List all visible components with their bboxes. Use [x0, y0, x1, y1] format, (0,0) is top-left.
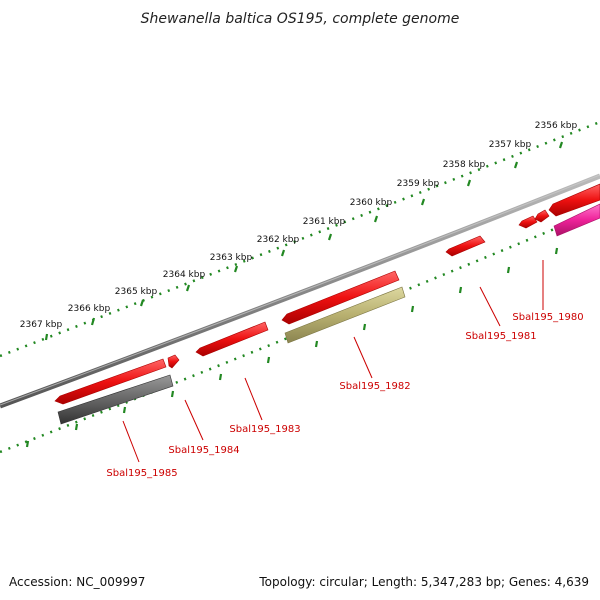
tick-label-2367: 2367 kbp — [20, 320, 63, 330]
gene-box-gray[interactable] — [57, 374, 174, 425]
tick-label-2364: 2364 kbp — [163, 270, 206, 280]
gene-label-sbal195-1981[interactable]: Sbal195_1981 — [465, 331, 536, 342]
gene-arrow-sbal195-1983[interactable] — [195, 321, 269, 357]
tick-label-2360: 2360 kbp — [350, 198, 393, 208]
tick-label-2362: 2362 kbp — [257, 235, 300, 245]
tick-label-2366: 2366 kbp — [68, 304, 111, 314]
gene-arrow-sbal195-1982[interactable] — [281, 270, 400, 325]
gene-label-sbal195-1980[interactable]: Sbal195_1980 — [512, 312, 583, 323]
gene-arrow-sbal195-1985[interactable] — [54, 358, 167, 405]
map-title: Shewanella baltica OS195, complete genom… — [141, 11, 460, 27]
tick-label-2359: 2359 kbp — [397, 179, 440, 189]
genome-summary-text: Topology: circular; Length: 5,347,283 bp… — [258, 575, 589, 589]
tick-label-2358: 2358 kbp — [443, 160, 486, 170]
gene-box-olive[interactable] — [284, 286, 406, 344]
gene-label-sbal195-1984[interactable]: Sbal195_1984 — [168, 445, 239, 456]
gene-arrow-small-1[interactable] — [167, 354, 180, 369]
outer-ruler — [0, 120, 600, 358]
gene-arrow-small-3[interactable] — [534, 209, 550, 223]
gene-arrow-small-2[interactable] — [518, 215, 538, 229]
gene-arrow-sbal195-1981[interactable] — [445, 235, 486, 257]
gene-label-sbal195-1983[interactable]: Sbal195_1983 — [229, 424, 300, 435]
gene-label-sbal195-1985[interactable]: Sbal195_1985 — [106, 468, 177, 479]
tick-label-2356: 2356 kbp — [535, 121, 578, 131]
tick-label-2365: 2365 kbp — [115, 287, 158, 297]
tick-label-2357: 2357 kbp — [489, 140, 532, 150]
gene-arrow-sbal195-1980-top[interactable] — [548, 183, 600, 217]
inner-major-ticks — [25, 247, 559, 448]
label-leaders — [122, 260, 544, 463]
backbone-highlight — [0, 174, 600, 406]
accession-text: Accession: NC_009997 — [9, 575, 145, 589]
gene-label-sbal195-1982[interactable]: Sbal195_1982 — [339, 381, 410, 392]
inner-ruler — [0, 208, 600, 454]
tick-label-2363: 2363 kbp — [210, 253, 253, 263]
gene-box-magenta[interactable] — [553, 203, 600, 237]
outer-major-ticks — [44, 141, 564, 341]
tick-label-2361: 2361 kbp — [303, 217, 346, 227]
genome-backbone — [0, 173, 600, 409]
